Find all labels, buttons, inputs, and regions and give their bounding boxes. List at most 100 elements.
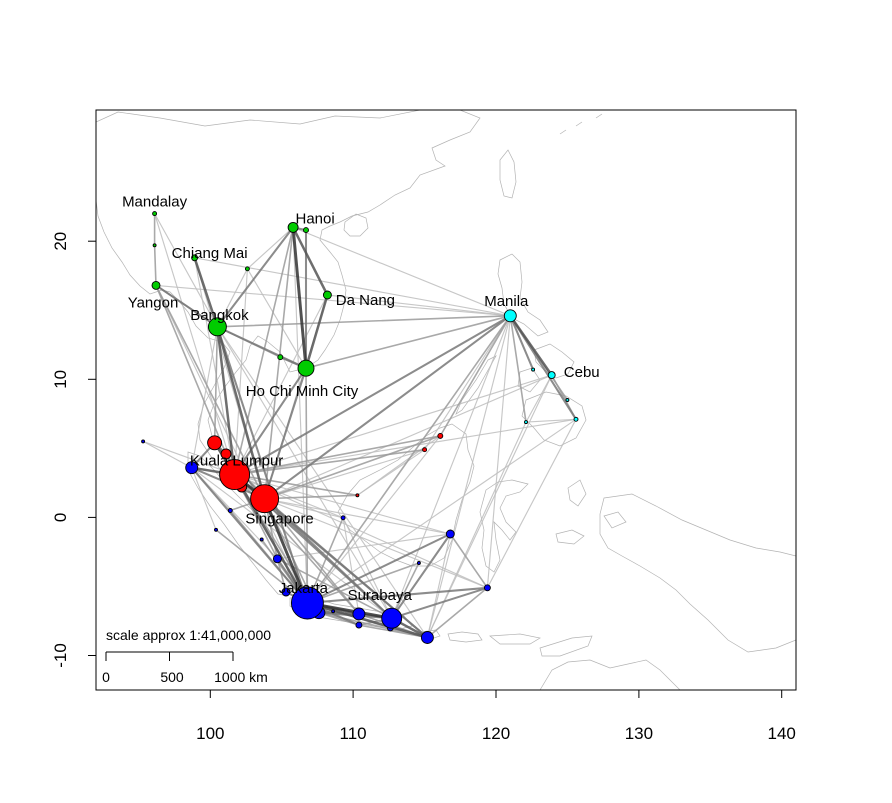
city-label-cebu: Cebu <box>564 364 600 381</box>
network-edges <box>142 212 578 639</box>
node-surabaya <box>381 607 403 629</box>
city-label-bangkok: Bangkok <box>190 307 249 324</box>
edge-naypyidaw-yangon <box>153 244 157 287</box>
edge-jakarta-padang <box>215 528 309 604</box>
node-semarang <box>352 607 366 621</box>
coastline-hainan <box>343 213 369 237</box>
node-penang <box>207 435 223 451</box>
node-jakarta <box>290 586 324 620</box>
node-hanoi <box>287 221 299 233</box>
edge-kuala-lumpur-kota-kinabalu <box>233 435 442 476</box>
city-label-hanoi: Hanoi <box>295 210 334 227</box>
node-chiang-mai <box>191 254 199 262</box>
edge-cebu-zamboanga <box>525 374 553 423</box>
scale-bar-label-1000: 1000 km <box>214 669 268 685</box>
edge-vientiane-ho-chi-minh-city <box>246 268 307 369</box>
edge-manila-cebu <box>509 314 553 377</box>
edge-davao-kuala-lumpur <box>234 418 577 476</box>
edge-hanoi-kuala-lumpur <box>233 226 294 476</box>
node-banjarmasin <box>416 561 421 565</box>
edge-bangkok-medan <box>191 326 218 469</box>
y-axis: -10 0 10 20 <box>51 232 97 668</box>
node-zamboanga <box>524 420 528 425</box>
edge-denpasar-manila <box>426 315 511 639</box>
city-labels: Mandalay Yangon Chiang Mai Hanoi Da Nang Bang… <box>122 194 600 605</box>
node-iloilo <box>531 367 536 372</box>
edge-manila-kota-kinabalu <box>439 314 512 437</box>
edge-manila-miri <box>424 315 511 451</box>
city-label-mandalay: Mandalay <box>122 194 188 211</box>
node-haiphong <box>303 227 309 234</box>
node-ho-chi-minh-city <box>297 359 315 377</box>
scale-bar-title: scale approx 1:41,000,000 <box>106 627 271 643</box>
edge-chiang-mai-kuala-lumpur <box>194 257 236 476</box>
node-cebu <box>547 371 556 380</box>
edge-medan-surabaya <box>191 467 393 619</box>
city-label-kuala-lumpur: Kuala Lumpur <box>190 453 283 470</box>
node-padang <box>214 527 218 532</box>
edge-bangkok-surabaya <box>216 326 393 619</box>
edge-bangkok-manila <box>216 314 512 328</box>
coastline-borneo <box>337 423 475 567</box>
node-kuala-lumpur <box>219 459 251 491</box>
node-kota-kinabalu <box>437 432 444 439</box>
edge-singapore-manila <box>263 314 512 500</box>
edge-kuala-lumpur-manila <box>233 314 512 476</box>
edge-kuala-lumpur-kuching <box>233 473 359 497</box>
edge-da-nang-manila <box>326 294 511 317</box>
node-singapore <box>250 484 280 514</box>
edge-bangkok-kuala-lumpur <box>216 325 236 476</box>
edge-medan-banda-aceh <box>142 440 193 469</box>
edge-ho-chi-minh-city-jakarta <box>305 367 309 604</box>
edge-bangkok-vientiane <box>216 268 248 328</box>
edge-ho-chi-minh-city-singapore <box>263 367 308 500</box>
x-tick-label-110: 110 <box>340 724 367 743</box>
scale-bar-label-0: 0 <box>102 669 110 685</box>
edge-jakarta-denpasar <box>306 601 429 639</box>
x-tick-label-120: 120 <box>482 724 510 743</box>
node-medan <box>185 461 199 475</box>
edge-zamboanga-davao <box>525 418 577 423</box>
scale-bar-label-500: 500 <box>160 669 184 685</box>
node-banda-aceh <box>141 439 146 444</box>
coastline-luzon <box>497 253 549 337</box>
node-kuching <box>355 493 360 498</box>
coastlines <box>96 110 796 690</box>
node-yogyakarta <box>355 621 363 629</box>
edge-da-nang-ho-chi-minh-city <box>304 293 329 370</box>
node-pekanbaru <box>227 508 233 513</box>
node-bandar-lampung <box>281 587 291 597</box>
node-cirebon <box>331 609 336 614</box>
edge-hanoi-jakarta <box>292 226 308 604</box>
edge-singapore-jakarta <box>263 497 309 605</box>
edge-medan-padang <box>191 467 217 531</box>
city-label-da-nang: Da Nang <box>336 292 395 309</box>
edge-bangkok-denpasar <box>216 326 428 639</box>
network-nodes <box>141 211 579 644</box>
edge-bangkok-singapore <box>216 325 266 500</box>
node-naypyidaw <box>152 243 157 248</box>
edge-ho-chi-minh-city-kuala-lumpur <box>233 367 308 476</box>
edge-manila-zamboanga <box>509 314 527 423</box>
node-pontianak <box>340 515 346 521</box>
x-tick-label-100: 100 <box>196 724 224 743</box>
edge-singapore-miri <box>264 449 426 500</box>
node-denpasar <box>420 631 434 644</box>
node-balikpapan <box>445 529 455 539</box>
edge-denpasar-balikpapan <box>426 533 451 639</box>
edge-jakarta-balikpapan <box>306 532 452 605</box>
edge-singapore-kota-kinabalu <box>263 435 442 500</box>
edge-chiang-mai-bangkok <box>193 256 219 329</box>
edge-singapore-balikpapan <box>264 498 451 535</box>
node-davao <box>573 416 579 422</box>
coastline-ryukyu <box>559 113 603 135</box>
city-label-yangon: Yangon <box>128 294 179 311</box>
edge-bangkok-jakarta <box>216 325 309 605</box>
edge-palembang-bandar-lampung <box>276 557 287 593</box>
coastline-moluccas <box>555 479 627 545</box>
y-tick-label--10: -10 <box>51 643 70 668</box>
x-axis: 100 110 120 130 140 <box>196 689 796 743</box>
edge-bangkok-hanoi <box>216 226 295 328</box>
edge-hanoi-da-nang <box>291 226 329 297</box>
edge-yangon-bangkok <box>154 284 219 328</box>
